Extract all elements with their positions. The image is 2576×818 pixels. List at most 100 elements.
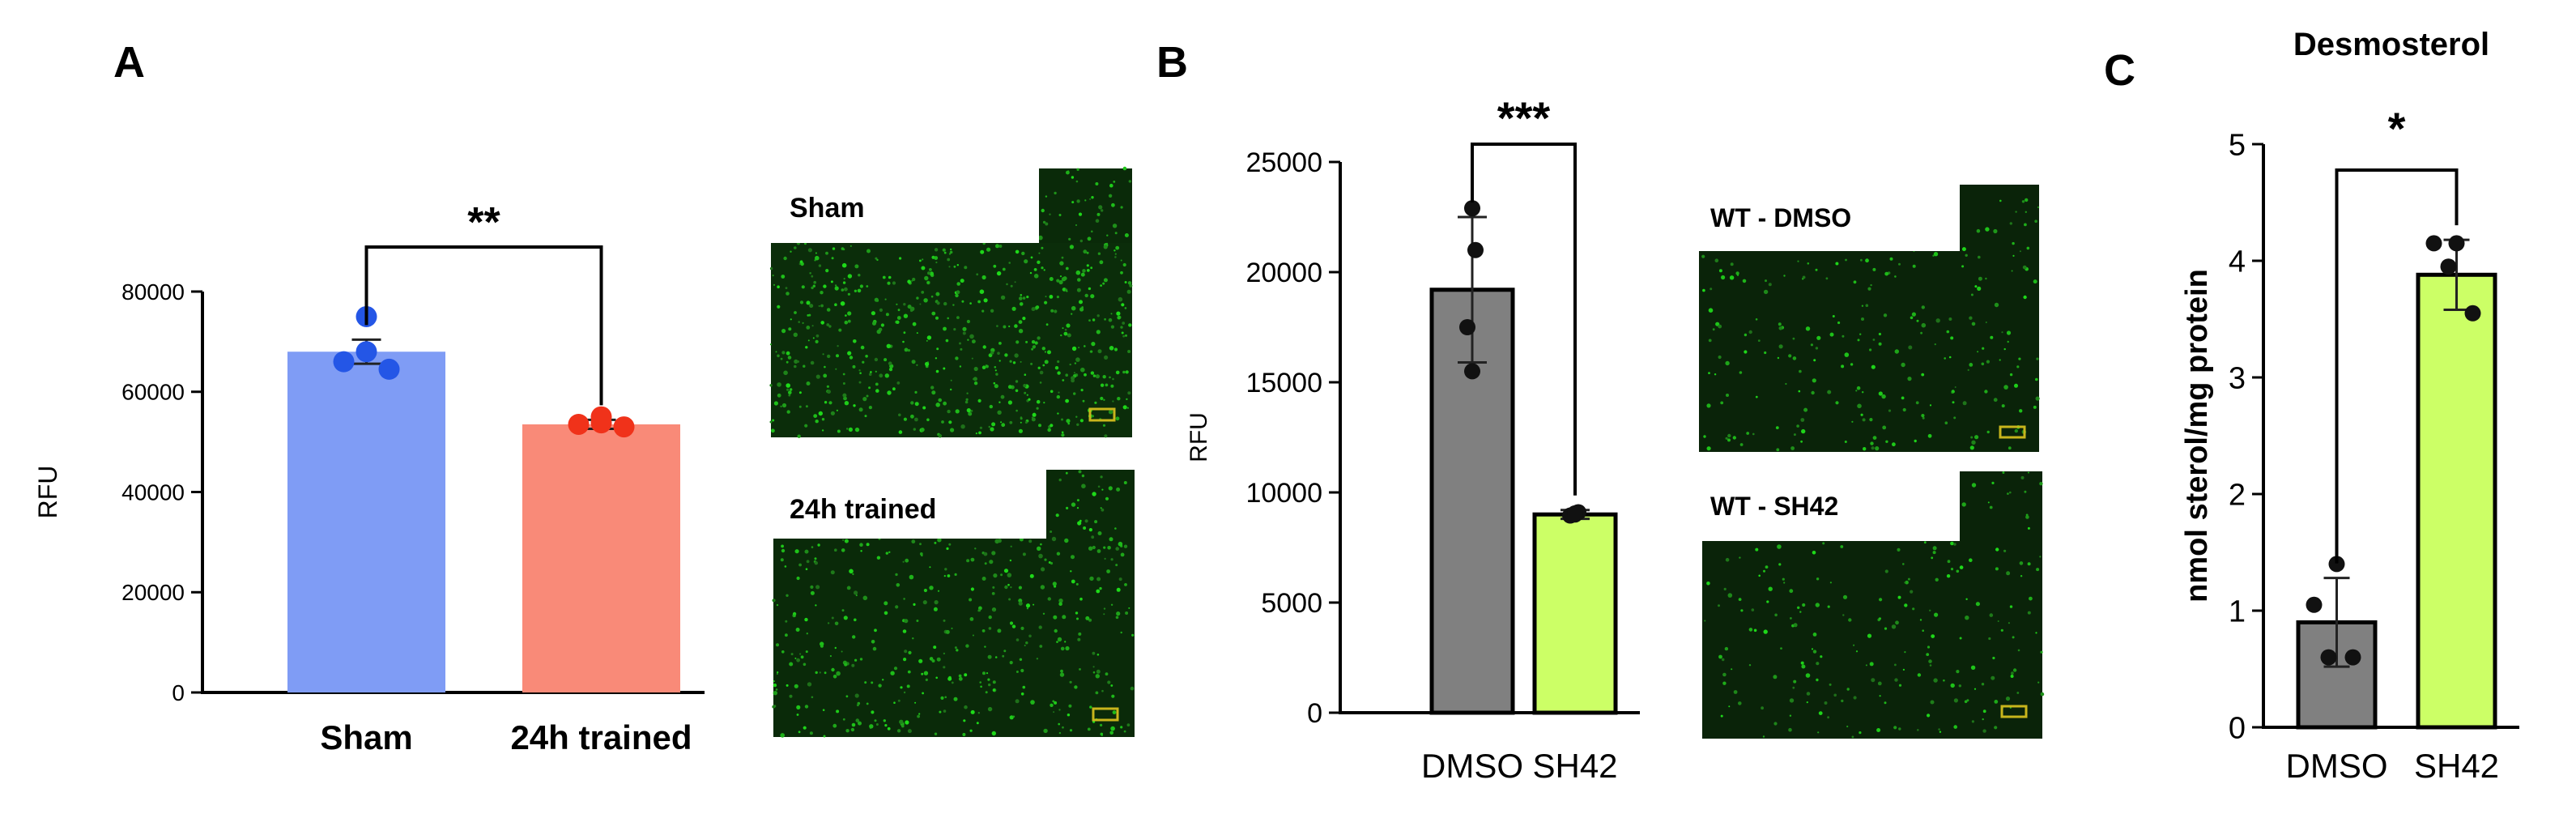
fluorescence-dot <box>907 670 911 674</box>
fluorescence-dot <box>1049 213 1051 215</box>
fluorescence-dot <box>844 320 849 325</box>
fluorescence-dot <box>1958 684 1961 688</box>
fluorescence-dot <box>1106 569 1110 573</box>
fluorescence-dot <box>939 710 942 714</box>
fluorescence-dot <box>1748 664 1752 667</box>
fluorescence-dot <box>818 411 823 416</box>
fluorescence-dot <box>1117 397 1121 401</box>
fluorescence-dot <box>796 714 799 716</box>
fluorescence-dot <box>2027 526 2030 530</box>
fluorescence-dot <box>956 290 960 295</box>
fluorescence-dot <box>931 390 936 395</box>
fluorescence-dot <box>1089 198 1092 200</box>
fluorescence-dot <box>786 410 790 414</box>
fluorescence-dot <box>1857 339 1860 342</box>
fluorescence-dot <box>1792 356 1797 360</box>
fluorescence-dot <box>1094 401 1097 404</box>
data-point <box>2344 649 2361 666</box>
fluorescence-dot <box>1128 607 1130 609</box>
fluorescence-dot <box>886 343 892 348</box>
fluorescence-dot <box>1071 502 1076 507</box>
fluorescence-dot <box>1086 251 1089 254</box>
fluorescence-dot <box>1089 576 1094 582</box>
fluorescence-dot <box>997 351 1000 356</box>
fluorescence-dot <box>1776 448 1780 452</box>
fluorescence-dot <box>856 704 859 707</box>
fluorescence-dot <box>907 279 911 284</box>
fluorescence-dot <box>1071 305 1076 311</box>
y-axis-label: nmol sterol/mg protein <box>2180 269 2214 603</box>
fluorescence-dot <box>1128 180 1132 183</box>
fluorescence-dot <box>1067 422 1070 425</box>
fluorescence-dot <box>914 701 917 704</box>
fluorescence-dot <box>769 266 773 271</box>
fluorescence-dot <box>1827 390 1832 394</box>
fluorescence-dot <box>1811 648 1814 650</box>
fluorescence-dot <box>797 434 801 438</box>
fluorescence-dot <box>958 676 963 681</box>
fluorescence-dot <box>1993 228 1998 234</box>
fluorescence-dot <box>943 619 946 622</box>
fluorescence-dot <box>854 693 859 698</box>
fluorescence-dot <box>846 428 849 430</box>
fluorescence-dot <box>1003 650 1007 653</box>
fluorescence-dot <box>1768 283 1772 287</box>
fluorescence-dot <box>1018 601 1023 606</box>
fluorescence-dot <box>1891 624 1897 629</box>
significance-stars: * <box>2388 103 2406 154</box>
fluorescence-dot <box>1060 646 1065 651</box>
fluorescence-dot <box>811 275 814 278</box>
fluorescence-dot <box>1004 585 1008 590</box>
fluorescence-dot <box>882 679 884 681</box>
fluorescence-dot <box>945 339 949 343</box>
fluorescence-dot <box>1783 582 1786 584</box>
fluorescence-dot <box>991 731 997 736</box>
fluorescence-dot <box>1056 279 1060 283</box>
fluorescence-dot <box>874 357 879 362</box>
fluorescence-dot <box>1962 401 1967 406</box>
scale-bar <box>1999 425 2026 439</box>
fluorescence-dot <box>874 297 879 302</box>
fluorescence-dot <box>964 673 968 677</box>
fluorescence-dot <box>832 247 836 250</box>
micrograph-label-box <box>1699 185 1960 251</box>
fluorescence-dot <box>1056 552 1061 556</box>
fluorescence-dot <box>1069 729 1073 732</box>
fluorescence-dot <box>783 370 788 376</box>
fluorescence-dot <box>1083 249 1088 254</box>
fluorescence-dot <box>1081 484 1086 488</box>
fluorescence-dot <box>930 386 935 390</box>
fluorescence-dot <box>938 398 942 403</box>
fluorescence-dot <box>1103 245 1108 249</box>
fluorescence-dot <box>825 269 829 273</box>
fluorescence-dot <box>794 657 797 659</box>
fluorescence-dot <box>910 414 914 419</box>
data-point <box>2448 235 2465 252</box>
fluorescence-dot <box>1932 254 1935 257</box>
fluorescence-dot <box>1000 573 1003 577</box>
fluorescence-dot <box>988 425 991 428</box>
fluorescence-dot <box>858 274 861 277</box>
fluorescence-dot <box>1702 288 1705 292</box>
fluorescence-dot <box>858 369 861 372</box>
fluorescence-dot <box>1040 543 1042 546</box>
fluorescence-dot <box>2034 219 2037 224</box>
fluorescence-dot <box>1883 313 1888 317</box>
fluorescence-dot <box>1003 569 1009 573</box>
fluorescence-dot <box>798 321 800 323</box>
fluorescence-dot <box>992 688 996 692</box>
fluorescence-dot <box>1897 595 1901 599</box>
fluorescence-dot <box>2012 254 2015 257</box>
fluorescence-dot <box>1104 317 1106 321</box>
fluorescence-dot <box>848 427 853 432</box>
fluorescence-dot <box>773 691 777 696</box>
fluorescence-dot <box>947 574 951 577</box>
fluorescence-dot <box>1009 715 1014 720</box>
fluorescence-dot <box>827 622 830 624</box>
fluorescence-dot <box>1111 202 1115 207</box>
fluorescence-dot <box>1071 313 1073 315</box>
fluorescence-dot <box>1054 191 1057 195</box>
fluorescence-dot <box>1878 342 1882 346</box>
fluorescence-dot <box>799 260 803 264</box>
fluorescence-dot <box>1076 288 1081 292</box>
